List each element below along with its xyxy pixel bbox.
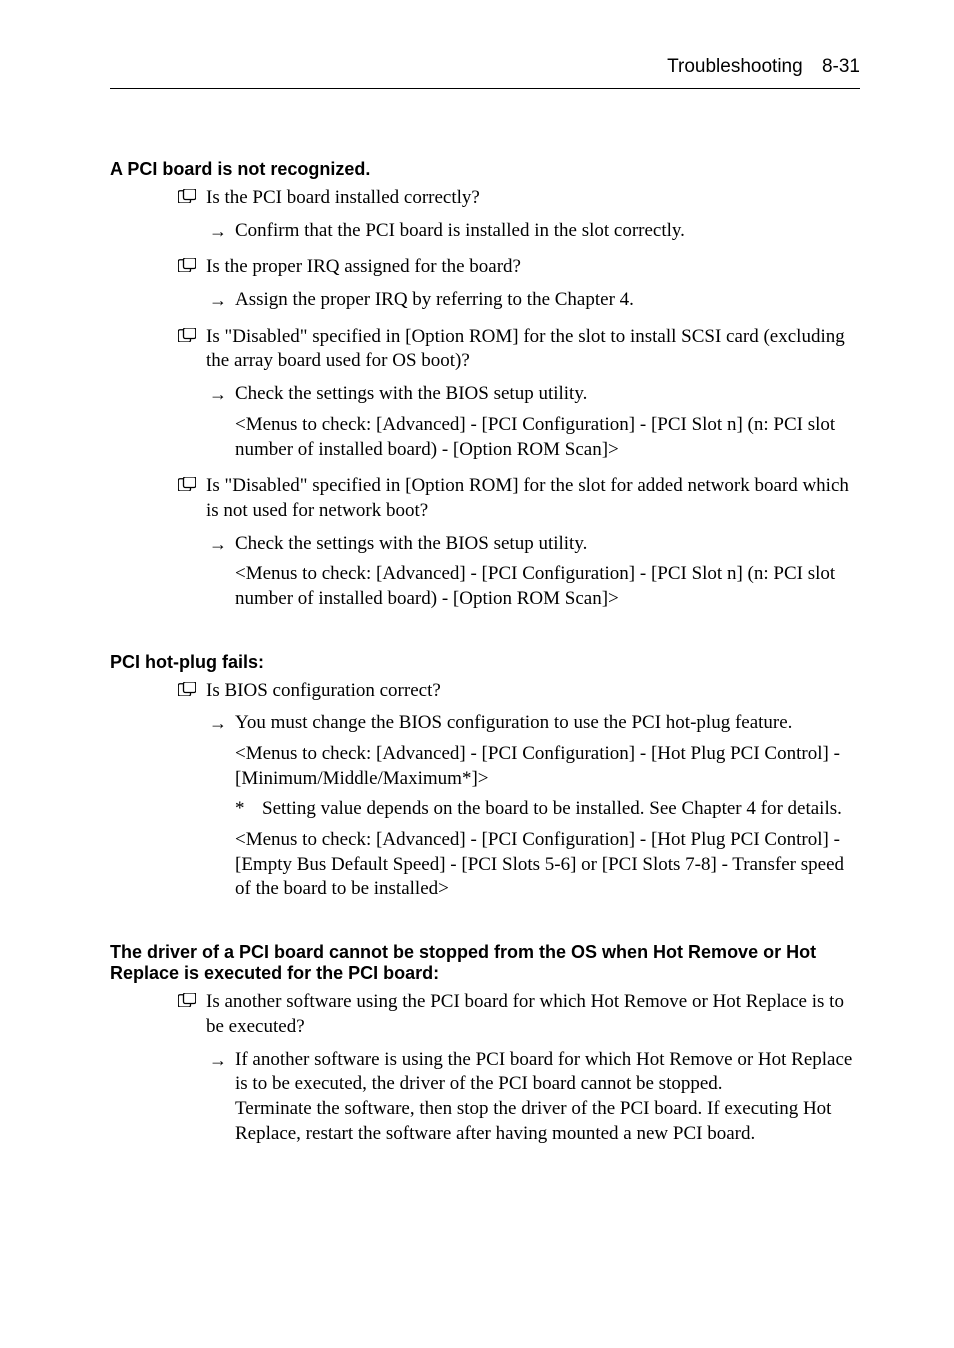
page-header: Troubleshooting 8-31 [110,56,860,89]
page-root: Troubleshooting 8-31 A PCI board is not … [0,0,954,1146]
arrow-icon: → [209,382,235,407]
arrow-icon: → [209,288,235,313]
checkbox-icon [178,255,206,280]
checkbox-icon [178,990,206,1039]
arrow-icon: → [209,219,235,244]
menu-path: <Menus to check: [Advanced] - [PCI Confi… [235,742,860,791]
answer-block: → If another software is using the PCI b… [209,1048,860,1147]
section-heading: The driver of a PCI board cannot be stop… [110,942,860,984]
answer-block: → You must change the BIOS configuration… [209,711,860,736]
section-heading: PCI hot-plug fails: [110,652,860,673]
question-text: Is another software using the PCI board … [206,990,860,1039]
question-block: Is "Disabled" specified in [Option ROM] … [178,325,860,374]
arrow-icon: → [209,532,235,557]
question-text: Is "Disabled" specified in [Option ROM] … [206,325,860,374]
menu-path: <Menus to check: [Advanced] - [PCI Confi… [235,413,860,462]
header-section: Troubleshooting [667,56,803,77]
question-block: Is the PCI board installed correctly? [178,186,860,211]
question-text: Is the PCI board installed correctly? [206,186,860,211]
answer-text: Check the settings with the BIOS setup u… [235,532,860,557]
question-block: Is another software using the PCI board … [178,990,860,1039]
answer-block: → Assign the proper IRQ by referring to … [209,288,860,313]
answer-text: If another software is using the PCI boa… [235,1048,860,1147]
footnote-text: Setting value depends on the board to be… [262,797,842,822]
footnote: * Setting value depends on the board to … [235,797,860,822]
answer-text: Assign the proper IRQ by referring to th… [235,288,860,313]
arrow-icon: → [209,1048,235,1147]
answer-text: You must change the BIOS configuration t… [235,711,860,736]
answer-block: → Check the settings with the BIOS setup… [209,382,860,407]
answer-text: Check the settings with the BIOS setup u… [235,382,860,407]
arrow-icon: → [209,711,235,736]
question-block: Is "Disabled" specified in [Option ROM] … [178,474,860,523]
checkbox-icon [178,474,206,523]
question-block: Is the proper IRQ assigned for the board… [178,255,860,280]
question-text: Is BIOS configuration correct? [206,679,860,704]
menu-path: <Menus to check: [Advanced] - [PCI Confi… [235,828,860,902]
checkbox-icon [178,679,206,704]
answer-block: → Confirm that the PCI board is installe… [209,219,860,244]
question-block: Is BIOS configuration correct? [178,679,860,704]
question-text: Is "Disabled" specified in [Option ROM] … [206,474,860,523]
answer-block: → Check the settings with the BIOS setup… [209,532,860,557]
checkbox-icon [178,186,206,211]
checkbox-icon [178,325,206,374]
question-text: Is the proper IRQ assigned for the board… [206,255,860,280]
answer-text: Confirm that the PCI board is installed … [235,219,860,244]
header-page-number: 8-31 [822,56,860,77]
menu-path: <Menus to check: [Advanced] - [PCI Confi… [235,562,860,611]
section-heading: A PCI board is not recognized. [110,159,860,180]
star-icon: * [235,797,262,822]
